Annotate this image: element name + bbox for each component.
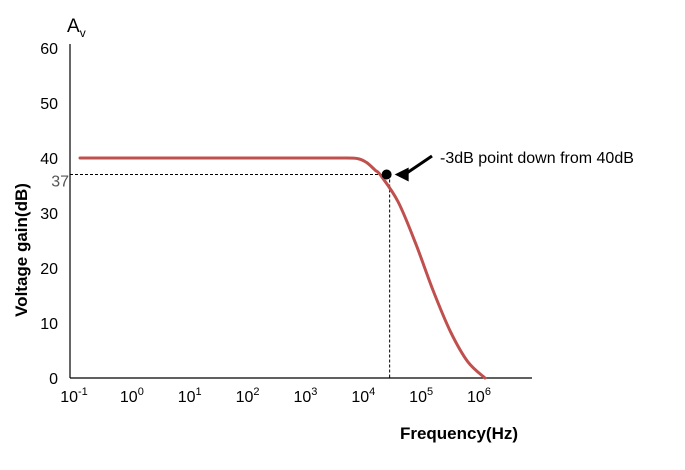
x-tick-label: 102	[236, 386, 260, 406]
y-tick-label: 0	[49, 371, 58, 388]
x-tick-label: 105	[409, 386, 433, 406]
y-tick-label: 60	[40, 41, 58, 58]
series-line	[78, 156, 487, 380]
x-tick-label: 104	[351, 386, 375, 406]
y-tick-label: 50	[40, 96, 58, 113]
y-tick-label: 20	[40, 261, 58, 278]
y-reference-tick-label: 37	[51, 174, 69, 191]
y-tick-label: 30	[40, 206, 58, 223]
x-tick-label: 106	[467, 386, 491, 406]
annotation-arrow-shaft	[403, 154, 433, 176]
x-tick-label: 103	[293, 386, 317, 406]
x-axis-title: Frequency(Hz)	[400, 424, 518, 443]
y-tick-label: 10	[40, 316, 58, 333]
plot-area: 0 10 20 30 40 50 60 37 Av 10-1 100 101 102 103 104 105 1…	[12, 16, 634, 443]
x-tick-label: 100	[120, 386, 144, 406]
annotation-arrow-head	[394, 167, 409, 182]
marker-point	[381, 169, 392, 180]
x-tick-label: 10-1	[60, 386, 88, 406]
y-axis-title: Voltage gain(dB)	[12, 183, 31, 317]
annotation-text: -3dB point down from 40dB	[440, 150, 634, 167]
y-tick-label: 40	[40, 151, 58, 168]
y-axis-corner-label: Av	[67, 16, 86, 40]
x-tick-label: 101	[178, 386, 202, 406]
